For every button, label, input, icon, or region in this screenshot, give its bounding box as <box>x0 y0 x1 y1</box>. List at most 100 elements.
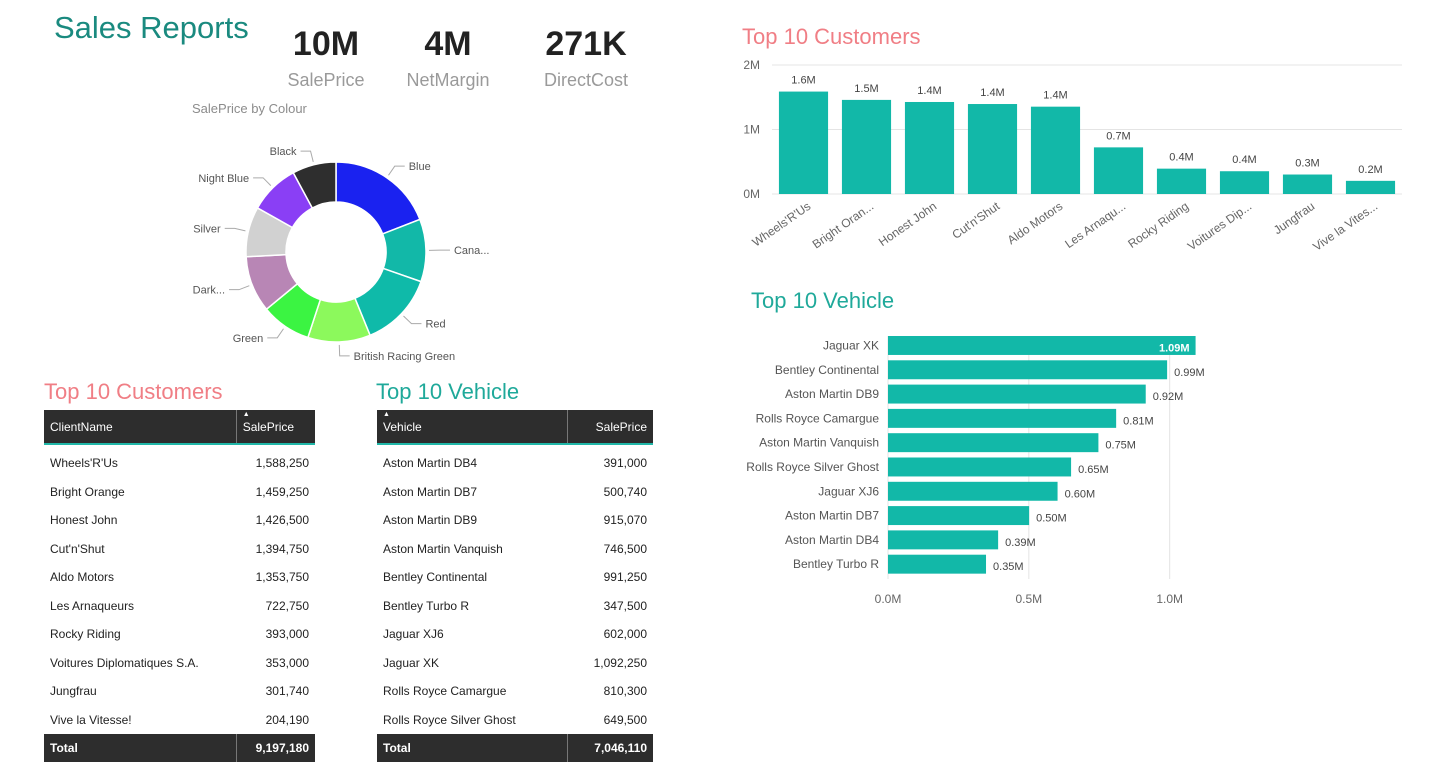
saleprice-by-colour-donut-chart[interactable]: Blue Cana... Red British Racing Green Green D… <box>170 120 500 370</box>
kpi-card-saleprice[interactable]: 10M SalePrice <box>256 24 396 91</box>
donut-slice-label: Red <box>425 319 445 331</box>
table-row[interactable]: Les Arnaqueurs 722,750 <box>44 592 315 621</box>
x-tick-label: Les Arnaqu... <box>1062 199 1128 251</box>
table-row[interactable]: Aldo Motors 1,353,750 <box>44 563 315 592</box>
data-label: 1.6M <box>791 75 815 87</box>
bar <box>888 360 1168 380</box>
table-cell-value: 602,000 <box>603 627 647 642</box>
table-row[interactable]: Vive la Vitesse! 204,190 <box>44 706 315 735</box>
bar <box>888 554 987 574</box>
kpi-card-netmargin[interactable]: 4M NetMargin <box>378 24 518 91</box>
kpi-value: 10M <box>292 25 360 63</box>
donut-slice-label: Blue <box>409 161 431 173</box>
table-row[interactable]: Jungfrau 301,740 <box>44 677 315 706</box>
data-label: 0.50M <box>1036 513 1067 525</box>
table-cell-value: 1,394,750 <box>255 541 309 556</box>
donut-slice-label: Cana... <box>454 245 489 257</box>
table-cell-value: 1,426,500 <box>255 513 309 528</box>
data-label: 0.2M <box>1358 164 1382 176</box>
data-label: 1.09M <box>1159 342 1190 354</box>
table-row[interactable]: Honest John 1,426,500 <box>44 506 315 535</box>
table-row[interactable]: Aston Martin DB4 391,000 <box>377 444 653 478</box>
table-row[interactable]: Aston Martin DB9 915,070 <box>377 506 653 535</box>
data-label: 0.81M <box>1123 415 1154 427</box>
y-tick-label: Aston Martin DB4 <box>785 533 879 547</box>
table-row[interactable]: Voitures Diplomatiques S.A. 353,000 <box>44 649 315 678</box>
table-row[interactable]: Aston Martin Vanquish 746,500 <box>377 535 653 564</box>
kpi-card-directcost[interactable]: 271K DirectCost <box>516 24 656 91</box>
table-cell-name: Bright Orange <box>50 484 125 499</box>
x-tick-label: Bright Oran... <box>810 199 876 251</box>
kpi-label: NetMargin <box>406 70 490 90</box>
table-cell-value: 301,740 <box>265 684 309 699</box>
bar <box>888 384 1146 404</box>
table-header-row: ▲ Vehicle SalePrice <box>377 410 653 445</box>
column-header-saleprice[interactable]: ▲ SalePrice <box>235 410 315 445</box>
table-cell-value: 915,070 <box>603 513 647 528</box>
table-row[interactable]: Rolls Royce Silver Ghost 649,500 <box>377 706 653 735</box>
y-tick-label: 0M <box>743 187 760 201</box>
y-tick-label: Rolls Royce Silver Ghost <box>746 460 879 474</box>
table-cell-name: Aldo Motors <box>50 570 115 585</box>
bar <box>888 433 1099 453</box>
donut-slice-label: Black <box>270 146 297 158</box>
donut-slice <box>335 161 421 235</box>
table-total-row: Total 7,046,110 <box>377 734 653 762</box>
table-total-row: Total 9,197,180 <box>44 734 315 762</box>
table-cell-name: Bentley Continental <box>383 570 488 585</box>
table-row[interactable]: Bentley Turbo R 347,500 <box>377 592 653 621</box>
table-cell-name: Aston Martin DB9 <box>383 513 478 528</box>
donut-chart-title: SalePrice by Colour <box>192 101 307 116</box>
table-row[interactable]: Cut'n'Shut 1,394,750 <box>44 535 315 564</box>
column-header-vehicle[interactable]: ▲ Vehicle <box>377 410 568 445</box>
total-value: 9,197,180 <box>235 734 315 762</box>
column-header-saleprice[interactable]: SalePrice <box>566 410 653 445</box>
top-vehicle-bar-chart[interactable]: 0.0M 0.5M 1.0M Jaguar XK 1.09M Bentley Contin… <box>740 330 1300 610</box>
donut-leader-line <box>388 165 405 176</box>
bar <box>1345 180 1396 194</box>
table-row[interactable]: Jaguar XK 1,092,250 <box>377 649 653 678</box>
table-cell-name: Cut'n'Shut <box>50 541 105 556</box>
total-value: 7,046,110 <box>566 734 653 762</box>
table-cell-value: 991,250 <box>603 570 647 585</box>
x-tick-label: Jungfrau <box>1271 199 1317 237</box>
kpi-value: 4M <box>424 25 472 63</box>
top-vehicle-chart-title: Top 10 Vehicle <box>751 288 895 313</box>
top-customers-chart-title: Top 10 Customers <box>742 24 921 49</box>
data-label: 0.35M <box>993 561 1024 573</box>
customers-table-body: Wheels'R'Us 1,588,250 Bright Orange 1,459,2… <box>44 444 315 734</box>
column-header-clientname[interactable]: ClientName <box>44 410 237 445</box>
table-row[interactable]: Jaguar XJ6 602,000 <box>377 620 653 649</box>
bar <box>888 457 1072 477</box>
y-tick-label: Aston Martin Vanquish <box>759 436 879 450</box>
table-cell-name: Aston Martin DB4 <box>383 456 478 471</box>
donut-leader-line <box>267 328 284 339</box>
donut-leader-line <box>229 285 250 291</box>
bar <box>841 99 892 194</box>
table-row[interactable]: Bentley Continental 991,250 <box>377 563 653 592</box>
donut-leader-line <box>224 227 246 232</box>
donut-slice <box>292 161 337 209</box>
top-customers-column-chart[interactable]: 0M 1M 2M 1.6M Wheels'R'Us 1.5M Bright Oran... 1… <box>730 55 1420 270</box>
table-cell-value: 649,500 <box>603 712 647 727</box>
table-cell-value: 1,092,250 <box>593 655 647 670</box>
data-label: 0.92M <box>1153 391 1184 403</box>
table-cell-value: 204,190 <box>265 712 309 727</box>
donut-slice-label: Green <box>233 333 264 345</box>
bar <box>1282 174 1333 194</box>
vehicle-table-body: Aston Martin DB4 391,000 Aston Martin DB7 5… <box>377 444 653 734</box>
table-row[interactable]: Rocky Riding 393,000 <box>44 620 315 649</box>
table-row[interactable]: Wheels'R'Us 1,588,250 <box>44 444 315 478</box>
table-row[interactable]: Aston Martin DB7 500,740 <box>377 478 653 507</box>
donut-slice-label: Night Blue <box>198 173 249 185</box>
table-row[interactable]: Rolls Royce Camargue 810,300 <box>377 677 653 706</box>
table-row[interactable]: Bright Orange 1,459,250 <box>44 478 315 507</box>
x-tick-label: 0.5M <box>1015 592 1042 606</box>
sort-ascending-icon: ▲ <box>242 411 250 418</box>
table-cell-name: Aston Martin Vanquish <box>383 541 503 556</box>
bar <box>967 104 1018 194</box>
page-title: Sales Reports <box>54 10 249 45</box>
donut-leader-line <box>300 150 314 162</box>
data-label: 0.39M <box>1005 537 1036 549</box>
table-cell-name: Rolls Royce Camargue <box>383 684 507 699</box>
